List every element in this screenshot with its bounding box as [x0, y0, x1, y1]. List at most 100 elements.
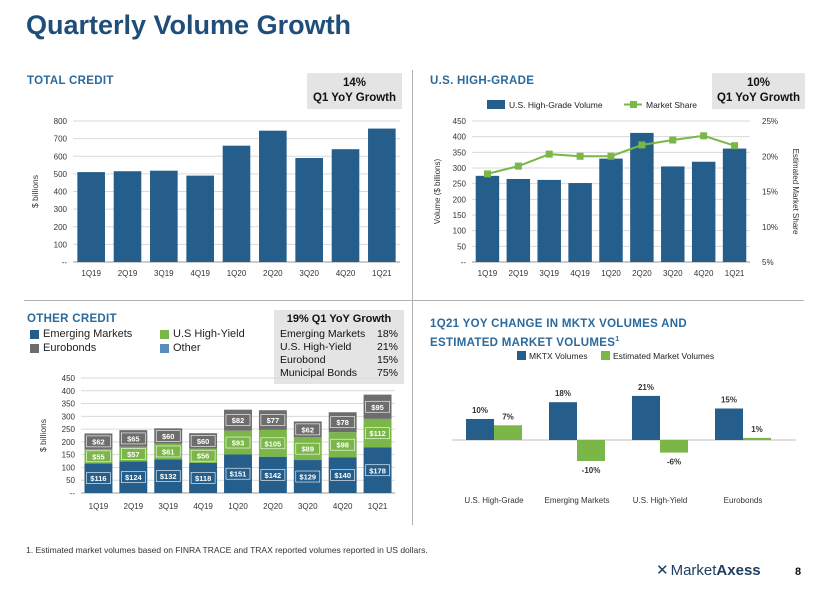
other-credit-ylabel: $ billions: [38, 419, 48, 452]
legend-label-hy: U.S High-Yield: [173, 328, 245, 340]
yoy-change-title-line1: 1Q21 YOY CHANGE IN MKTX VOLUMES AND: [430, 318, 687, 330]
growth-table-value: 15%: [376, 354, 398, 366]
other-credit-label-bg: [330, 416, 355, 429]
legend-label-euro: Eurobonds: [43, 342, 97, 354]
other-credit-label-bg: [155, 470, 181, 482]
yoy-bar: [494, 425, 522, 440]
yoy-data-label: 10%: [472, 406, 488, 415]
us-hg-y2tick-label: 25%: [762, 117, 778, 126]
growth-table-row: Eurobond 15%: [280, 354, 398, 367]
growth-table-label: Emerging Markets: [280, 328, 366, 340]
total-credit-ytick-label: 600: [54, 152, 68, 161]
legend-label-em: Emerging Markets: [43, 328, 133, 340]
yoy-data-label: 18%: [555, 389, 571, 398]
yoy-bar: [466, 419, 494, 440]
us-hg-xtick-label: 2Q19: [509, 269, 529, 278]
other-credit-data-label: $129: [299, 473, 316, 482]
us-hg-xtick-label: 4Q20: [694, 269, 714, 278]
us-hg-legend-marker: [630, 101, 637, 108]
us-hg-ytick-label: 450: [453, 117, 467, 126]
other-credit-data-label: $60: [197, 437, 210, 446]
us-high-grade-title: U.S. HIGH-GRADE: [430, 75, 535, 87]
us-hg-xtick-label: 2Q20: [632, 269, 652, 278]
yoy-legend-mktx: MKTX Volumes: [529, 351, 588, 361]
logo-mark-icon: ✕: [656, 562, 669, 579]
yoy-data-label: -6%: [667, 458, 681, 467]
other-credit-label-bg: [225, 467, 251, 480]
other-credit-data-label: $55: [92, 452, 105, 461]
us-hg-y2tick-label: 5%: [762, 258, 774, 267]
yoy-xtick-label: Eurobonds: [724, 496, 763, 505]
us-hg-market-share-point: [638, 141, 646, 149]
other-credit-xtick-label: 1Q20: [228, 502, 248, 511]
total-credit-title: TOTAL CREDIT: [27, 75, 114, 87]
other-credit-legend-hy: U.S High-Yield: [160, 328, 245, 340]
other-credit-label-bg: [260, 469, 286, 481]
yoy-data-label: 15%: [721, 396, 737, 405]
us-hg-ytick-label: 50: [457, 242, 466, 251]
total-credit-bar: [331, 149, 360, 262]
us-hg-y2tick-label: 15%: [762, 188, 778, 197]
other-credit-label-bg: [295, 423, 321, 436]
other-credit-label-bg: [86, 450, 111, 463]
us-hg-xtick-label: 1Q20: [601, 269, 621, 278]
other-credit-ytick-label: 250: [62, 425, 76, 434]
other-credit-label-bg: [330, 469, 355, 481]
total-credit-bar: [259, 130, 287, 262]
yoy-bar: [715, 408, 743, 440]
yoy-xtick-label: U.S. High-Grade: [464, 496, 524, 505]
growth-table-value: 18%: [376, 328, 398, 340]
other-credit-ytick-label: 200: [62, 438, 76, 447]
other-credit-data-label: $116: [90, 474, 106, 483]
other-credit-legend-em: Emerging Markets: [30, 328, 132, 340]
us-hg-bar: [599, 158, 623, 262]
other-credit-data-label: $60: [162, 432, 175, 441]
yoy-legend-swatch-mktx: [517, 351, 526, 360]
total-credit-xtick-label: 1Q20: [227, 269, 247, 278]
other-credit-data-label: $118: [195, 474, 211, 483]
total-credit-ytick-label: 200: [54, 223, 68, 232]
logo-text: Market: [670, 562, 717, 579]
us-hg-y2tick-label: 20%: [762, 152, 778, 161]
total-credit-bar: [222, 145, 251, 262]
legend-swatch-other: [160, 343, 169, 353]
other-credit-title: OTHER CREDIT: [27, 313, 117, 325]
footnote: 1. Estimated market volumes based on FIN…: [26, 545, 428, 555]
growth-table-value: 21%: [376, 341, 398, 353]
other-credit-label-bg: [155, 430, 181, 442]
other-credit-xtick-label: 1Q21: [368, 502, 388, 511]
total-credit-xtick-label: 1Q21: [372, 269, 392, 278]
us-hg-bar: [568, 183, 592, 262]
other-credit-data-label: $56: [197, 452, 210, 461]
us-hg-ytick-label: --: [461, 258, 467, 267]
yoy-data-label: 7%: [502, 412, 514, 421]
other-credit-xtick-label: 4Q19: [193, 502, 213, 511]
total-credit-xtick-label: 3Q20: [299, 269, 319, 278]
other-credit-data-label: $78: [336, 418, 349, 427]
yoy-xtick-label: U.S. High-Yield: [633, 496, 687, 505]
total-credit-ytick-label: --: [62, 258, 68, 267]
us-hg-bar: [691, 161, 716, 262]
total-credit-bar: [150, 170, 178, 262]
other-credit-data-label: $82: [232, 416, 245, 425]
us-hg-xtick-label: 4Q19: [570, 269, 590, 278]
growth-table-row: Emerging Markets 18%: [280, 328, 398, 341]
other-credit-data-label: $62: [92, 437, 105, 446]
us-high-grade-callout-label: Q1 YoY Growth: [716, 92, 801, 104]
other-credit-label-bg: [155, 445, 181, 458]
us-hg-ylabel: Volume ($ billions): [433, 158, 442, 224]
total-credit-ytick-label: 800: [54, 117, 68, 126]
us-hg-ytick-label: 300: [453, 164, 467, 173]
us-hg-ytick-label: 150: [453, 211, 467, 220]
other-credit-label-bg: [225, 436, 251, 449]
us-hg-y2tick-label: 10%: [762, 223, 778, 232]
other-credit-data-label: $89: [302, 445, 315, 454]
logo-text-bold: Axess: [716, 562, 761, 579]
yoy-bar: [660, 440, 688, 453]
other-credit-data-label: $151: [230, 470, 247, 479]
other-credit-legend-other: Other: [160, 342, 201, 354]
other-credit-label-bg: [365, 427, 390, 440]
other-credit-label-bg: [190, 435, 216, 447]
other-credit-label-bg: [121, 448, 146, 460]
us-high-grade-callout-pct: 10%: [746, 77, 771, 89]
